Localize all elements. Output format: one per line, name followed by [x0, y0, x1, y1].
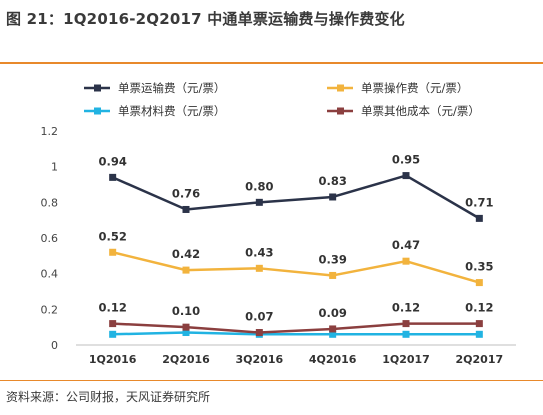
- legend-marker: [94, 107, 101, 115]
- data-label: 0.95: [392, 153, 420, 167]
- header-divider: [0, 62, 543, 64]
- data-point: [475, 214, 483, 222]
- data-point: [402, 172, 410, 180]
- y-tick-label: 0.6: [41, 232, 59, 245]
- x-tick-label: 2Q2016: [162, 353, 210, 366]
- data-label: 0.12: [392, 301, 420, 315]
- data-point: [475, 330, 483, 338]
- data-point: [109, 320, 117, 328]
- data-label: 0.10: [172, 304, 200, 318]
- data-label: 0.76: [172, 186, 200, 200]
- data-point: [109, 248, 117, 256]
- data-point: [475, 320, 483, 328]
- data-label: 0.42: [172, 247, 200, 261]
- data-label: 0.80: [245, 179, 273, 193]
- legend-marker: [337, 107, 344, 115]
- y-tick-label: 0.2: [41, 303, 59, 316]
- y-tick-label: 1: [51, 161, 58, 174]
- data-label: 0.52: [98, 229, 126, 243]
- data-label: 0.07: [245, 310, 273, 324]
- source-note: 资料来源：公司财报，天风证券研究所: [6, 390, 211, 404]
- legend-marker: [94, 84, 101, 92]
- line-chart: 0 0.2 0.4 0.6 0.8 1 1.2 1Q2016 2Q2016 3Q2016 4Q201…: [41, 81, 516, 366]
- data-point: [182, 323, 190, 331]
- legend-marker: [337, 84, 344, 92]
- data-label: 0.12: [465, 301, 493, 315]
- data-label: 0.35: [465, 260, 493, 274]
- footer-divider: [0, 380, 543, 381]
- data-point: [329, 325, 337, 333]
- data-point: [402, 257, 410, 265]
- data-point: [329, 330, 337, 338]
- legend-label: 单票其他成本（元/票）: [361, 104, 480, 118]
- data-label: 0.12: [98, 301, 126, 315]
- y-tick-label: 0.8: [41, 196, 59, 209]
- x-tick-label: 1Q2017: [382, 353, 430, 366]
- legend-label: 单票操作费（元/票）: [361, 81, 468, 95]
- series-line: [112, 331, 480, 336]
- data-point: [109, 330, 117, 338]
- data-label: 0.83: [318, 174, 346, 188]
- data-point: [402, 330, 410, 338]
- data-label: 0.43: [245, 245, 273, 259]
- legend-label: 单票材料费（元/票）: [118, 104, 225, 118]
- data-point: [329, 271, 337, 279]
- data-point: [329, 193, 337, 201]
- chart-title: 图 21：1Q2016-2Q2017 中通单票运输费与操作费变化: [6, 10, 405, 28]
- series-line: [112, 251, 480, 284]
- x-tick-label: 4Q2016: [309, 353, 357, 366]
- data-point: [182, 329, 190, 337]
- data-point: [255, 329, 263, 337]
- x-tick-label: 1Q2016: [89, 353, 137, 366]
- data-label: 0.94: [98, 154, 126, 168]
- data-label: 0.09: [318, 306, 346, 320]
- data-point: [109, 173, 117, 181]
- series-line: [112, 174, 480, 220]
- series-line: [112, 322, 480, 334]
- x-tick-label: 3Q2016: [236, 353, 284, 366]
- data-label: 0.71: [465, 195, 493, 209]
- data-label: 0.39: [318, 252, 346, 266]
- legend-label: 单票运输费（元/票）: [118, 81, 225, 95]
- data-point: [255, 198, 263, 206]
- y-tick-label: 1.2: [41, 125, 59, 138]
- data-point: [255, 264, 263, 272]
- data-label: 0.47: [392, 238, 420, 252]
- x-tick-label: 2Q2017: [456, 353, 504, 366]
- data-point: [182, 266, 190, 274]
- data-point: [402, 320, 410, 328]
- data-point: [182, 205, 190, 213]
- data-point: [475, 279, 483, 287]
- y-tick-label: 0: [51, 339, 58, 352]
- y-tick-label: 0.4: [41, 268, 59, 281]
